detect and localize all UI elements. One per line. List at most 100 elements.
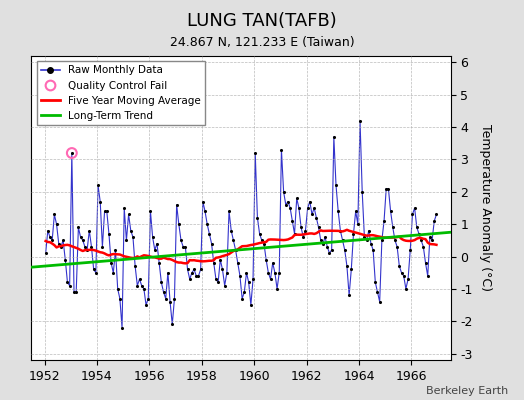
Point	[336, 228, 345, 234]
Point	[50, 211, 59, 218]
Point	[264, 270, 272, 276]
Point	[376, 298, 384, 305]
Point	[288, 218, 297, 224]
Point	[63, 279, 72, 286]
Point	[188, 270, 196, 276]
Point	[168, 321, 177, 328]
Point	[332, 182, 340, 188]
Point	[81, 244, 89, 250]
Point	[373, 289, 381, 295]
Point	[59, 237, 67, 244]
Point	[242, 270, 250, 276]
Point	[163, 270, 172, 276]
Point	[253, 214, 261, 221]
Text: 24.867 N, 121.233 E (Taiwan): 24.867 N, 121.233 E (Taiwan)	[170, 36, 354, 49]
Point	[432, 211, 441, 218]
Point	[179, 244, 188, 250]
Point	[170, 295, 179, 302]
Point	[227, 228, 235, 234]
Point	[74, 224, 83, 231]
Point	[305, 198, 314, 205]
Point	[85, 228, 93, 234]
Point	[395, 263, 403, 270]
Point	[57, 244, 65, 250]
Point	[406, 247, 414, 253]
Point	[159, 289, 168, 295]
Point	[181, 244, 190, 250]
Point	[404, 276, 412, 282]
Point	[402, 286, 410, 292]
Point	[339, 237, 347, 244]
Point	[347, 266, 355, 273]
Point	[238, 295, 246, 302]
Point	[334, 208, 342, 214]
Point	[150, 247, 159, 253]
Point	[72, 289, 80, 295]
Point	[330, 134, 338, 140]
Point	[61, 256, 70, 263]
Point	[393, 244, 401, 250]
Point	[310, 205, 319, 211]
Point	[421, 260, 430, 266]
Point	[279, 189, 288, 195]
Point	[185, 276, 194, 282]
Point	[205, 231, 214, 237]
Point	[174, 221, 183, 227]
Point	[365, 228, 373, 234]
Point	[101, 208, 109, 214]
Point	[258, 237, 266, 244]
Point	[94, 182, 102, 188]
Point	[292, 195, 301, 202]
Point	[201, 208, 209, 214]
Point	[232, 247, 240, 253]
Point	[367, 240, 375, 247]
Point	[41, 250, 50, 256]
Point	[124, 211, 133, 218]
Point	[350, 231, 358, 237]
Point	[234, 260, 242, 266]
Point	[382, 185, 390, 192]
Point	[48, 237, 57, 244]
Point	[343, 263, 351, 270]
Point	[133, 282, 141, 289]
Point	[107, 260, 115, 266]
Point	[314, 224, 323, 231]
Point	[415, 231, 423, 237]
Point	[196, 266, 205, 273]
Point	[360, 234, 368, 240]
Point	[419, 244, 428, 250]
Point	[363, 237, 371, 244]
Point	[109, 270, 117, 276]
Point	[140, 286, 148, 292]
Point	[262, 256, 270, 263]
Point	[148, 234, 157, 240]
Point	[286, 205, 294, 211]
Y-axis label: Temperature Anomaly (°C): Temperature Anomaly (°C)	[479, 124, 492, 292]
Point	[271, 270, 279, 276]
Point	[397, 270, 406, 276]
Point	[77, 234, 85, 240]
Point	[260, 240, 268, 247]
Text: LUNG TAN(TAFB): LUNG TAN(TAFB)	[187, 12, 337, 30]
Text: Berkeley Earth: Berkeley Earth	[426, 386, 508, 396]
Point	[290, 231, 299, 237]
Point	[425, 234, 434, 240]
Point	[223, 270, 231, 276]
Point	[172, 202, 181, 208]
Point	[46, 234, 54, 240]
Point	[408, 211, 417, 218]
Point	[203, 221, 211, 227]
Point	[371, 279, 379, 286]
Point	[412, 224, 421, 231]
Point	[284, 198, 292, 205]
Point	[325, 250, 334, 256]
Point	[410, 205, 419, 211]
Point	[277, 146, 286, 153]
Point	[214, 279, 222, 286]
Point	[192, 273, 201, 279]
Point	[103, 208, 111, 214]
Point	[216, 256, 224, 263]
Point	[354, 221, 362, 227]
Point	[391, 237, 399, 244]
Point	[308, 211, 316, 218]
